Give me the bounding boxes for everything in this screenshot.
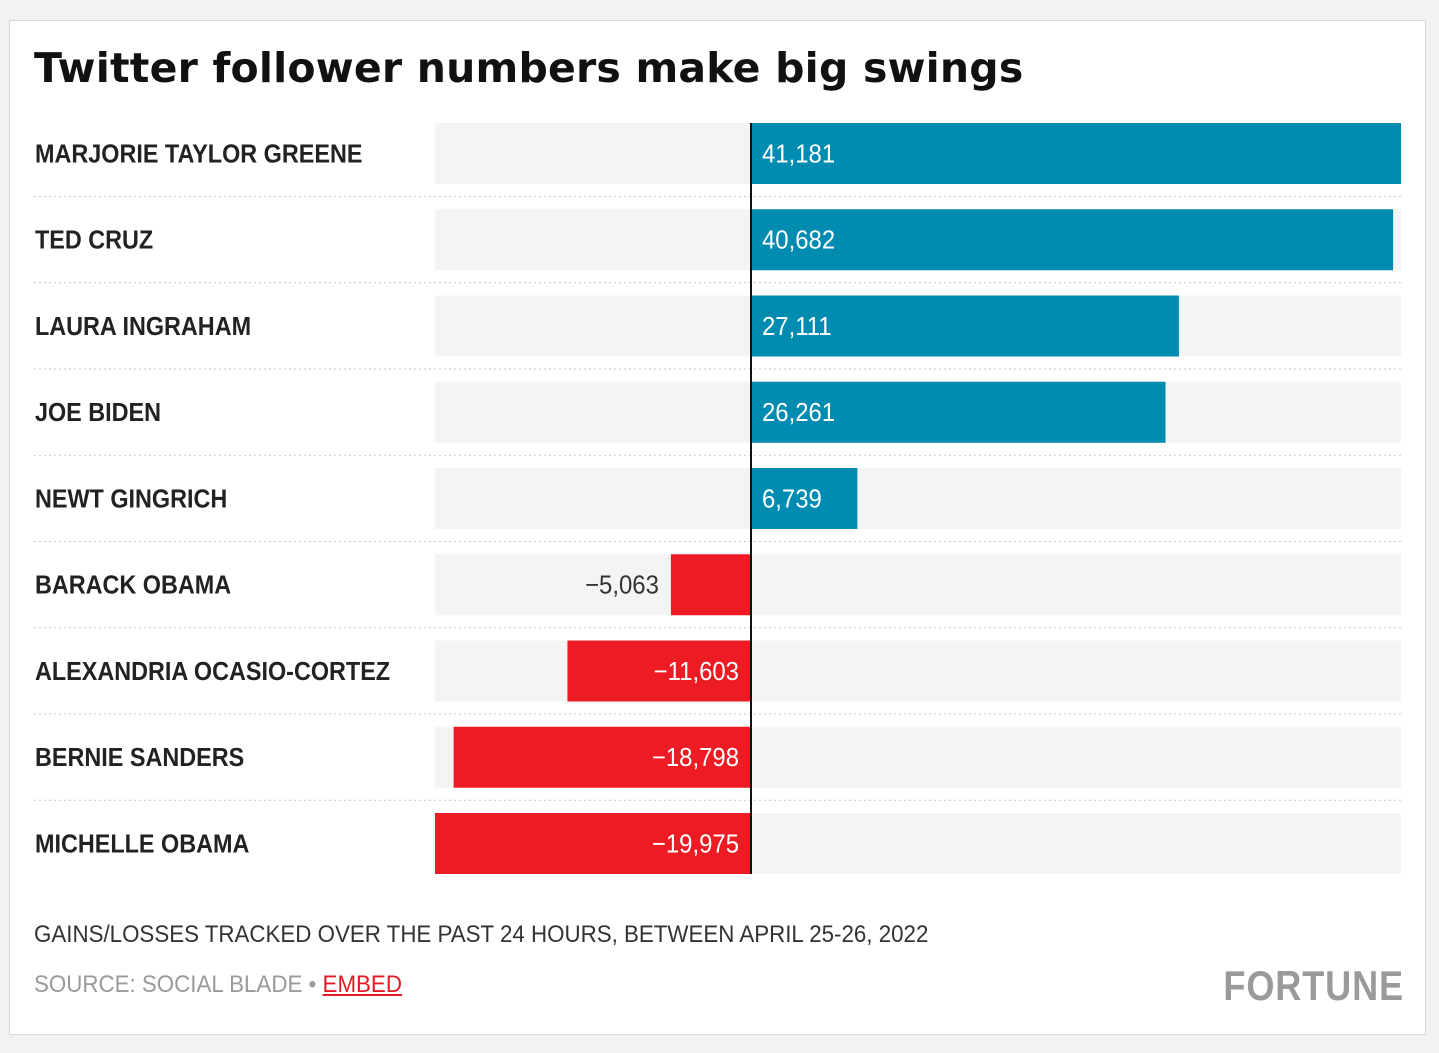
positive-bar <box>751 295 1179 357</box>
source-text: SOURCE: SOCIAL BLADE <box>34 971 303 998</box>
positive-bar <box>751 468 858 529</box>
value-label: 40,682 <box>762 226 835 255</box>
value-label: 26,261 <box>762 398 835 427</box>
embed-link[interactable]: EMBED <box>322 971 402 998</box>
value-label: −18,798 <box>652 743 739 772</box>
positive-bar <box>751 123 1401 184</box>
value-label: 41,181 <box>762 140 835 169</box>
value-label: −5,063 <box>585 571 659 600</box>
negative-bar <box>453 726 751 788</box>
negative-bar <box>567 640 751 702</box>
chart-note: GAINS/LOSSES TRACKED OVER THE PAST 24 HO… <box>34 921 929 948</box>
value-label: 6,739 <box>762 485 822 514</box>
category-label: BERNIE SANDERS <box>35 744 244 772</box>
category-label: ALEXANDRIA OCASIO-CORTEZ <box>35 658 390 686</box>
value-label: −11,603 <box>654 657 739 686</box>
category-label: MARJORIE TAYLOR GREENE <box>35 140 362 168</box>
negative-bar <box>435 813 751 874</box>
positive-bar <box>751 381 1166 443</box>
category-label: LAURA INGRAHAM <box>35 313 251 341</box>
category-label: TED CRUZ <box>35 227 153 255</box>
bar-track <box>435 554 1401 616</box>
value-label: −19,975 <box>652 830 739 859</box>
positive-bar <box>751 209 1394 271</box>
source-line: SOURCE: SOCIAL BLADE • EMBED <box>34 971 402 999</box>
fortune-logo: FORTUNE <box>1223 962 1404 1009</box>
category-label: JOE BIDEN <box>35 399 161 427</box>
category-label: BARACK OBAMA <box>35 572 231 600</box>
chart-title: Twitter follower numbers make big swings <box>34 44 1024 92</box>
category-label: MICHELLE OBAMA <box>35 830 249 858</box>
value-label: 27,111 <box>762 312 832 341</box>
negative-bar <box>670 554 751 616</box>
category-label: NEWT GINGRICH <box>35 485 227 513</box>
bar-track <box>435 468 1401 529</box>
separator-dot: • <box>308 971 317 998</box>
